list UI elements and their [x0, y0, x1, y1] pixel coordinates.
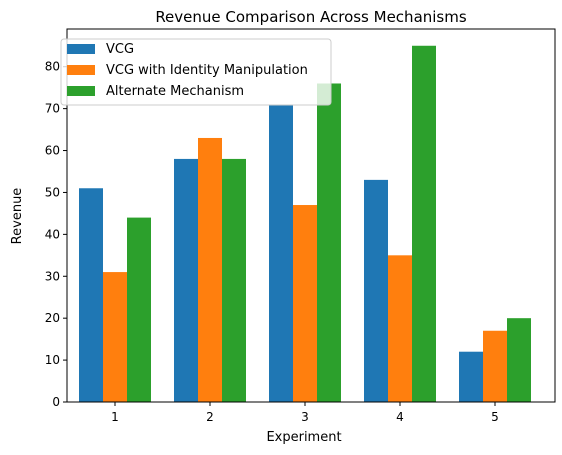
y-axis-label: Revenue: [10, 188, 25, 245]
bar-alternate-mechanism-2: [222, 158, 246, 402]
y-tick-label: 60: [45, 144, 60, 158]
x-tick-label: 4: [396, 410, 404, 424]
bar-alternate-mechanism-1: [127, 217, 151, 402]
bar-vcg-1: [79, 188, 103, 402]
legend-label: Alternate Mechanism: [106, 84, 244, 99]
bar-alternate-mechanism-5: [507, 318, 531, 402]
y-tick-label: 70: [45, 102, 60, 116]
bar-vcg-with-identity-manipulation-4: [388, 255, 412, 402]
bar-vcg-4: [364, 179, 388, 402]
y-tick-label: 0: [52, 395, 60, 409]
x-axis: 1 2 3 4 5: [111, 402, 499, 424]
bar-vcg-with-identity-manipulation-2: [198, 137, 222, 402]
x-tick-label: 2: [206, 410, 214, 424]
y-tick-label: 50: [45, 185, 60, 199]
x-tick-label: 1: [111, 410, 119, 424]
legend-label: VCG with Identity Manipulation: [106, 63, 308, 78]
bar-vcg-2: [174, 158, 198, 402]
bar-vcg-with-identity-manipulation-5: [483, 330, 507, 402]
x-tick-label: 5: [491, 410, 499, 424]
legend-label: VCG: [106, 42, 134, 57]
legend-swatch: [67, 44, 95, 54]
x-axis-label: Experiment: [266, 430, 341, 445]
bar-vcg-3: [269, 104, 293, 402]
chart-title: Revenue Comparison Across Mechanisms: [155, 8, 467, 26]
y-tick-label: 80: [45, 60, 60, 74]
y-axis: 0 10 20 30 40 50 60 70 80: [45, 60, 67, 409]
bar-vcg-5: [459, 351, 483, 402]
legend-swatch: [67, 65, 95, 75]
legend-frame: [60, 38, 332, 106]
bar-vcg-with-identity-manipulation-1: [103, 272, 127, 402]
y-tick-label: 40: [45, 227, 60, 241]
y-tick-label: 30: [45, 269, 60, 283]
bar-alternate-mechanism-3: [317, 83, 341, 402]
y-tick-label: 10: [45, 353, 60, 367]
bar-alternate-mechanism-4: [412, 45, 436, 403]
bars-layer: [79, 45, 531, 403]
x-tick-label: 3: [301, 410, 309, 424]
bar-vcg-with-identity-manipulation-3: [293, 205, 317, 402]
plot-frame: [66, 28, 556, 403]
legend-swatch: [67, 86, 95, 96]
legend: VCG VCG with Identity Manipulation Alterna…: [60, 38, 332, 106]
y-tick-label: 20: [45, 311, 60, 325]
